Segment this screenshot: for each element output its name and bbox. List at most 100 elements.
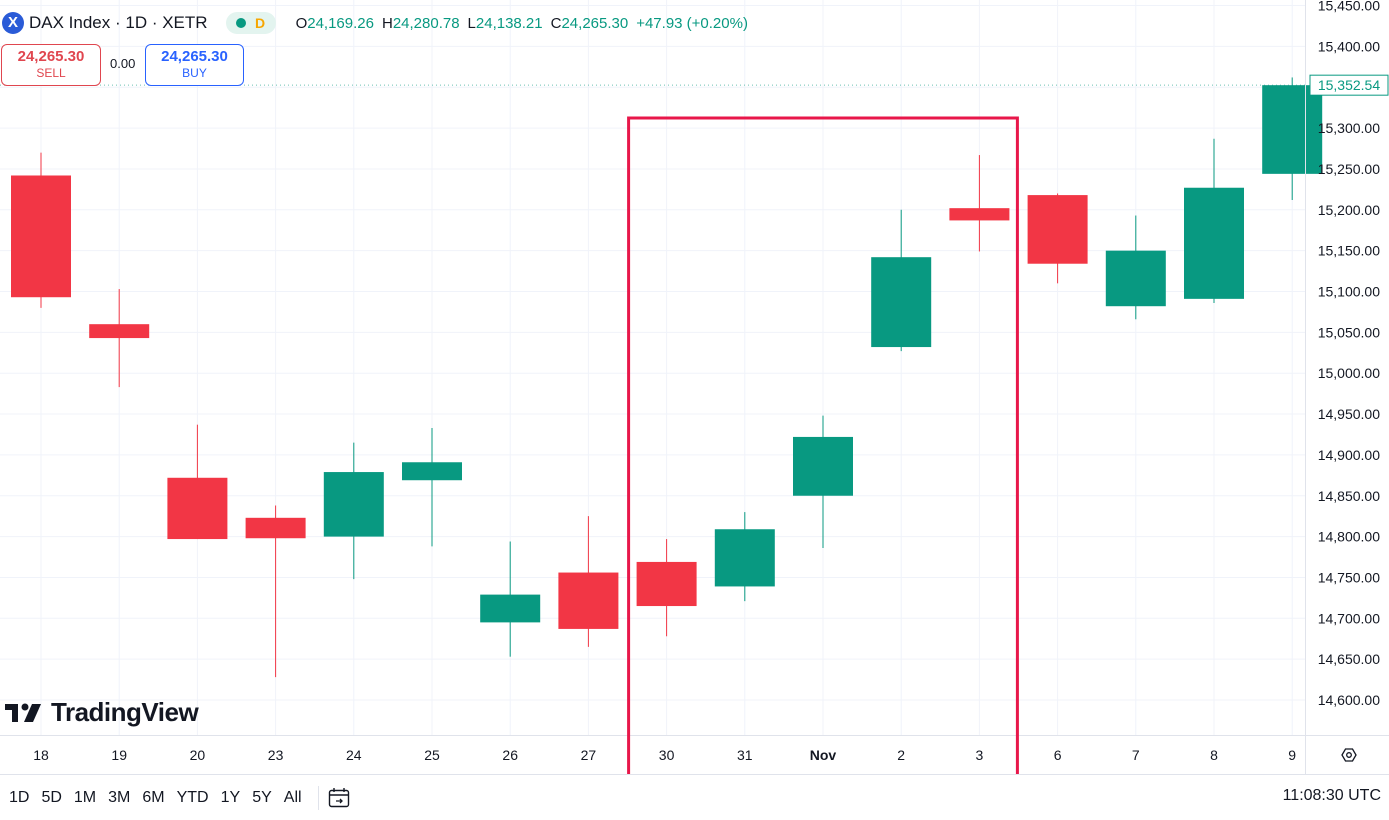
chart-grid [0,0,1305,735]
market-open-dot-icon [236,18,247,28]
y-tick-label: 15,300.00 [1318,120,1380,136]
candle-body [480,594,541,623]
candle-body [1262,85,1323,174]
candle [636,539,697,637]
candle [245,505,306,678]
x-tick-label: 7 [1132,747,1140,763]
tradingview-logo-text: TradingView [51,697,199,727]
x-tick-label: 9 [1288,747,1296,763]
tradingview-logo[interactable]: TradingView [5,697,199,728]
candle-body [1105,250,1166,307]
sell-price: 24,265.30 [17,48,85,65]
toolbar-divider [317,785,319,810]
candle-body [11,175,71,298]
range-3m-button[interactable]: 3M [108,788,131,806]
highlight-box [627,116,1019,775]
y-tick-label: 15,450.00 [1318,0,1380,14]
range-1d-button[interactable]: 1D [9,788,30,806]
axis-settings-gear-icon[interactable] [1341,748,1357,762]
candle-body [871,257,932,348]
x-tick-label: 18 [33,747,49,763]
sell-label: SELL [36,66,66,80]
candle [89,289,150,388]
candle-body [323,472,384,537]
candle [1184,138,1244,303]
x-tick-label: 19 [111,747,127,763]
sell-button[interactable]: 24,265.30 SELL [1,44,101,86]
x-tick-label: 24 [346,747,362,763]
range-1m-button[interactable]: 1M [73,788,97,806]
candle [1027,193,1088,284]
calendar-goto-date-icon[interactable] [327,786,351,810]
candle-body [402,462,462,481]
candle-body [558,572,619,629]
candle [1105,215,1166,320]
ohlc-high: H24,280.78 [381,14,460,32]
x-tick-label: 26 [502,747,518,763]
y-tick-label: 14,750.00 [1318,569,1380,585]
ohlc-open: O24,169.26 [295,14,374,32]
buy-button[interactable]: 24,265.30 BUY [145,44,244,86]
ohlc-low: L24,138.21 [467,14,543,32]
y-tick-label: 15,000.00 [1318,365,1380,381]
range-6m-button[interactable]: 6M [142,788,165,806]
candle-body [636,561,697,607]
y-tick-label: 14,950.00 [1318,406,1380,422]
x-tick-label: 2 [897,747,905,763]
ohlc-change: +47.93 (+0.20%) [636,14,748,32]
tradingview-logo-icon [5,703,41,722]
candle-body [89,324,150,339]
buy-price: 24,265.30 [161,48,228,65]
utc-clock[interactable]: 11:08:30 UTC [1282,787,1381,804]
y-tick-label: 15,050.00 [1318,324,1380,340]
symbol-title[interactable]: DAX Index · 1D · XETR [29,13,208,32]
y-tick-label: 15,150.00 [1318,243,1380,259]
bottom-toolbar: 1D 5D 1M 3M 6M YTD 1Y 5Y All 11:08:30 UT… [0,774,1389,820]
candle-body [1184,187,1244,299]
candle [1262,77,1323,200]
price-chart[interactable]: 14,600.00 14,650.00 14,700.00 14,750.00 14,8… [0,0,1389,775]
candle [949,155,1010,252]
y-tick-label: 14,650.00 [1318,651,1380,667]
candle-body [714,529,775,587]
last-price-tag [1309,74,1389,96]
candle-body [167,477,228,540]
market-status-pill[interactable]: D [225,12,276,34]
delay-status-letter: D [254,15,266,31]
candle [167,424,228,540]
x-tick-label: 20 [190,747,206,763]
y-tick-label: 15,250.00 [1318,161,1380,177]
ohlc-close: C24,265.30 [550,14,629,32]
range-selector: 1D 5D 1M 3M 6M YTD 1Y 5Y All [3,789,308,807]
y-tick-label: 15,100.00 [1318,284,1380,300]
x-tick-label: 25 [424,747,440,763]
range-all-button[interactable]: All [283,788,302,806]
range-5y-button[interactable]: 5Y [252,788,272,806]
candle-body [1027,195,1088,264]
symbol-header: X DAX Index · 1D · XETR D O24,169.26 H24… [2,10,748,36]
candle-body [949,208,1010,221]
candle [558,516,619,647]
last-price-label: 15,352.54 [1318,77,1380,93]
x-tick-label: 3 [976,747,984,763]
candle-body [245,517,306,539]
candle [323,442,384,580]
symbol-icon[interactable]: X [2,12,24,34]
x-tick-label: 31 [737,747,753,763]
y-tick-label: 14,800.00 [1318,529,1380,545]
y-tick-label: 14,600.00 [1318,692,1380,708]
x-tick-label: 8 [1210,747,1218,763]
y-tick-label: 14,700.00 [1318,610,1380,626]
candle [480,541,541,657]
y-tick-label: 14,850.00 [1318,488,1380,504]
y-tick-label: 14,900.00 [1318,447,1380,463]
gear-center [1346,752,1352,758]
range-5d-button[interactable]: 5D [41,788,62,806]
range-ytd-button[interactable]: YTD [176,788,209,806]
gear-outline [1341,748,1357,762]
candle-body [793,436,853,496]
candles [11,77,1323,678]
x-tick-label: 23 [268,747,284,763]
range-1y-button[interactable]: 1Y [220,788,241,806]
candle [11,152,71,308]
